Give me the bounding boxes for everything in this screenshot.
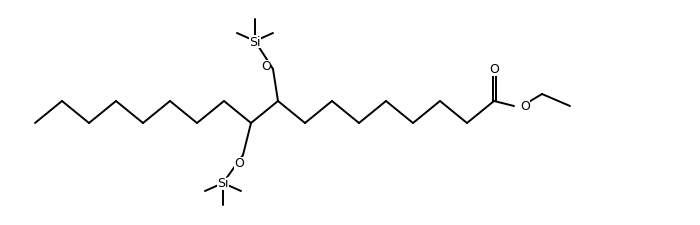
Text: O: O <box>520 100 530 113</box>
Text: O: O <box>489 63 499 76</box>
Text: O: O <box>261 60 271 73</box>
Text: O: O <box>234 157 244 170</box>
Text: Si: Si <box>249 35 260 48</box>
Text: Si: Si <box>217 177 229 190</box>
